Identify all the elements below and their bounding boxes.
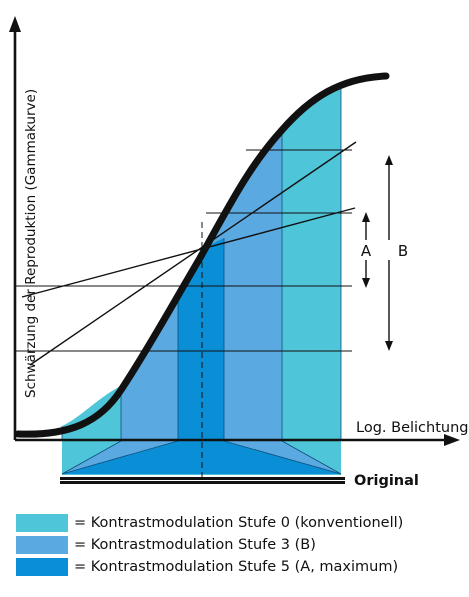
legend-swatch-stufe0	[16, 513, 68, 532]
original-bar	[60, 477, 345, 480]
arrow-up-icon	[385, 155, 393, 165]
marker-b-label: B	[398, 242, 408, 260]
original-bar-lower	[60, 481, 345, 484]
legend-label: = Kontrastmodulation Stufe 5 (A, maximum…	[74, 558, 399, 575]
projection-outlines	[61, 440, 342, 475]
arrow-up-icon	[362, 212, 370, 222]
gamma-curve	[14, 72, 390, 438]
slope-lines	[21, 141, 357, 366]
x-axis-label: Log. Belichtung	[356, 420, 468, 436]
legend-item: = Kontrastmodulation Stufe 3 (B)	[16, 534, 403, 555]
marker-a-bg	[358, 240, 374, 260]
original-label: Original	[354, 473, 419, 489]
legend-item: = Kontrastmodulation Stufe 5 (A, maximum…	[16, 556, 403, 577]
arrow-down-icon	[362, 278, 370, 288]
legend-label: = Kontrastmodulation Stufe 3 (B)	[74, 536, 316, 553]
legend-label: = Kontrastmodulation Stufe 0 (konvention…	[74, 514, 404, 531]
y-axis-label: Schwärzung der Reproduktion (Gammakurve)	[23, 89, 39, 398]
legend-swatch-stufe3	[16, 535, 68, 554]
legend-item: = Kontrastmodulation Stufe 0 (konvention…	[16, 512, 403, 533]
y-axis-arrow-icon	[9, 16, 21, 32]
x-axis-arrow-icon	[444, 434, 460, 446]
arrow-down-icon	[385, 341, 393, 351]
legend: = Kontrastmodulation Stufe 0 (konvention…	[16, 512, 403, 578]
legend-swatch-stufe5	[16, 557, 68, 576]
marker-a-label: A	[361, 242, 372, 260]
stufe5-region	[178, 238, 224, 439]
marker-b-bg	[381, 240, 397, 260]
